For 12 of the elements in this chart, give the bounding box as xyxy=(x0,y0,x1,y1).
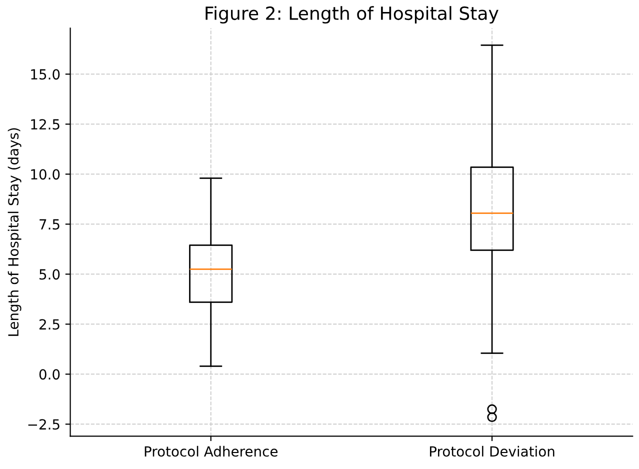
y-tick-label: −2.5 xyxy=(28,419,60,430)
y-tick-label: 10.0 xyxy=(31,169,60,180)
y-tick-label: 15.0 xyxy=(31,69,60,80)
y-tick-label: 2.5 xyxy=(40,319,60,330)
x-tick-label: Protocol Deviation xyxy=(430,446,554,457)
y-tick-label: 0.0 xyxy=(39,369,60,380)
y-tick-label: 7.5 xyxy=(40,219,60,230)
y-tick-label: 12.5 xyxy=(31,119,60,130)
chart-title: Figure 2: Length of Hospital Stay xyxy=(206,6,498,24)
x-tick-label: Protocol Adherence xyxy=(144,446,278,457)
y-tick-label: 5.0 xyxy=(40,269,60,280)
y-axis-title: Length of Hospital Stay (days) xyxy=(8,128,22,336)
